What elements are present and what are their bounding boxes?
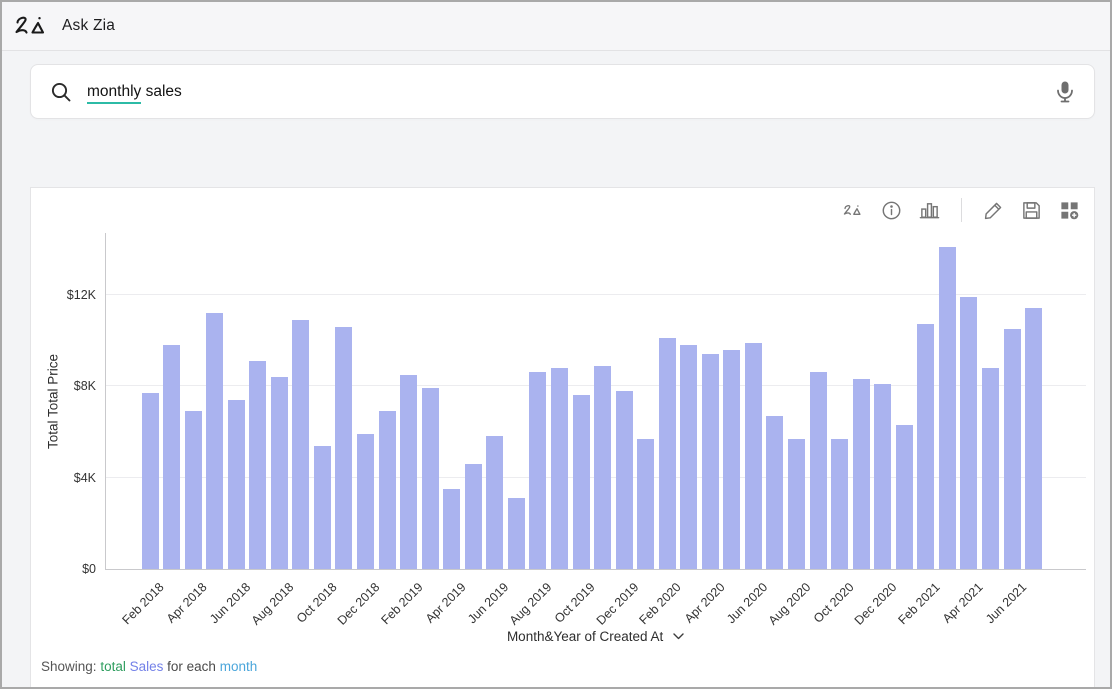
showing-field[interactable]: Sales	[129, 659, 164, 674]
bar[interactable]	[809, 372, 827, 569]
bar[interactable]	[938, 246, 956, 569]
bar[interactable]	[529, 372, 547, 569]
bar[interactable]	[141, 393, 159, 569]
result-card: Total Total Price $0 $4K $8K $12K Feb 2018 A…	[30, 187, 1095, 687]
search-input[interactable]: monthly sales	[87, 82, 182, 104]
bar[interactable]	[701, 354, 719, 569]
x-axis-tick-label: Aug 2018	[248, 580, 297, 628]
y-axis-tick-label: $4K	[73, 470, 96, 485]
y-axis-tick-label: $8K	[73, 379, 96, 394]
x-axis-title[interactable]: Month&Year of Created At	[105, 629, 1086, 644]
bar[interactable]	[357, 434, 374, 569]
bar[interactable]	[443, 489, 461, 569]
bar[interactable]	[981, 367, 999, 569]
chart-type-icon[interactable]	[919, 200, 940, 221]
edit-icon[interactable]	[983, 200, 1004, 221]
save-icon[interactable]	[1021, 200, 1042, 221]
query-token-rest: sales	[141, 82, 182, 100]
bar[interactable]	[615, 390, 633, 569]
bar[interactable]	[917, 324, 935, 569]
bar[interactable]	[874, 383, 892, 569]
bar[interactable]	[1025, 308, 1043, 569]
search-bar[interactable]: monthly sales	[30, 64, 1095, 119]
bar[interactable]	[744, 342, 762, 569]
search-icon	[51, 82, 71, 101]
info-icon[interactable]	[881, 200, 902, 221]
bar[interactable]	[766, 415, 784, 569]
x-axis-tick-label: Jun 2020	[724, 580, 771, 627]
bar-chart-plot-area: $0 $4K $8K $12K	[67, 233, 1086, 576]
x-axis-tick-label: Feb 2021	[895, 580, 943, 628]
bar[interactable]	[313, 445, 331, 569]
bar[interactable]	[335, 326, 353, 569]
x-axis-tick-label: Feb 2020	[636, 580, 685, 628]
bar[interactable]	[960, 297, 978, 569]
bar[interactable]	[637, 438, 655, 569]
showing-measure[interactable]: total	[100, 659, 126, 674]
bar[interactable]	[507, 498, 525, 569]
x-axis-title-text: Month&Year of Created At	[506, 629, 664, 644]
bar[interactable]	[1003, 329, 1021, 569]
x-axis-tick-label: Feb 2018	[119, 580, 167, 628]
x-axis-tick-label: Oct 2018	[293, 580, 340, 626]
x-axis-tick-label: Dec 2019	[593, 580, 641, 628]
zia-logo-icon	[15, 16, 45, 34]
x-axis-tick-label: Dec 2018	[334, 580, 383, 628]
chevron-down-icon	[673, 633, 684, 640]
bar[interactable]	[206, 313, 224, 569]
x-axis-tick-label: Apr 2021	[940, 580, 986, 626]
bar[interactable]	[163, 345, 181, 569]
x-axis-tick-label: Jun 2018	[206, 580, 254, 627]
app-header: Ask Zia	[2, 2, 1110, 51]
bar[interactable]	[680, 345, 698, 569]
x-axis-tick-label: Aug 2020	[765, 580, 814, 628]
bar[interactable]	[788, 438, 805, 569]
bar[interactable]	[227, 399, 245, 569]
bar[interactable]	[464, 463, 482, 569]
bar[interactable]	[572, 395, 590, 569]
add-to-dashboard-icon[interactable]	[1059, 200, 1080, 221]
x-axis-tick-labels: Feb 2018 Apr 2018 Jun 2018 Aug 2018 Oct 2018…	[105, 576, 1086, 634]
bar[interactable]	[400, 374, 418, 569]
bar[interactable]	[723, 349, 741, 569]
zia-insights-icon[interactable]	[843, 200, 864, 221]
gridline	[106, 293, 1086, 295]
showing-connector: for each	[167, 659, 216, 674]
bar[interactable]	[421, 388, 439, 569]
x-axis-tick-label: Oct 2019	[552, 580, 598, 626]
x-axis-tick-label: Apr 2020	[681, 580, 728, 626]
bar[interactable]	[658, 338, 676, 569]
toolbar-divider	[961, 198, 962, 222]
y-axis-tick-label: $12K	[66, 287, 96, 302]
bar[interactable]	[486, 436, 504, 569]
bar[interactable]	[831, 438, 849, 569]
x-axis-tick-label: Apr 2019	[422, 580, 469, 626]
x-axis-tick-label: Dec 2020	[851, 580, 900, 628]
bar[interactable]	[270, 377, 288, 569]
microphone-icon[interactable]	[1054, 80, 1076, 104]
chart-toolbar	[843, 196, 1080, 224]
bar[interactable]	[594, 365, 612, 569]
bar[interactable]	[292, 319, 310, 569]
showing-label: Showing:	[41, 659, 97, 674]
query-token-measure: monthly	[87, 82, 142, 104]
x-axis-tick-label: Feb 2019	[378, 580, 426, 628]
bar[interactable]	[378, 411, 396, 569]
bar[interactable]	[550, 367, 568, 569]
x-axis-tick-label: Oct 2020	[810, 580, 857, 626]
bar[interactable]	[895, 425, 913, 569]
bar[interactable]	[852, 379, 870, 569]
showing-summary: Showing: total Sales for each month	[41, 659, 257, 674]
showing-dimension[interactable]: month	[219, 659, 258, 674]
bar[interactable]	[249, 361, 267, 569]
x-axis-tick-label: Aug 2019	[507, 580, 555, 628]
x-axis-tick-label: Jun 2021	[982, 580, 1029, 627]
page-title: Ask Zia	[62, 17, 116, 34]
x-axis-tick-label: Apr 2018	[164, 580, 210, 626]
x-axis-tick-label: Jun 2019	[465, 580, 512, 627]
bar[interactable]	[184, 411, 202, 569]
y-axis-tick-label: $0	[82, 562, 96, 576]
